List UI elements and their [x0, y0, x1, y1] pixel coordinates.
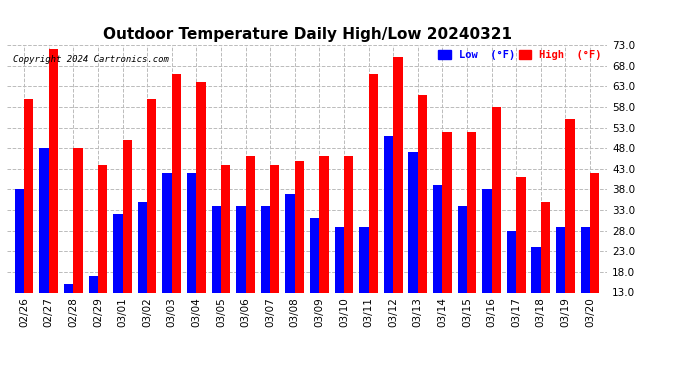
Bar — [580, 226, 590, 292]
Bar — [236, 206, 246, 292]
Bar — [73, 148, 83, 292]
Title: Outdoor Temperature Daily High/Low 20240321: Outdoor Temperature Daily High/Low 20240… — [103, 27, 511, 42]
Bar — [319, 156, 328, 292]
Bar — [482, 189, 491, 292]
Bar — [14, 189, 24, 292]
Bar — [310, 218, 319, 292]
Bar — [457, 206, 467, 292]
Bar — [433, 185, 442, 292]
Bar — [113, 214, 123, 292]
Bar — [197, 82, 206, 292]
Bar — [221, 165, 230, 292]
Bar — [541, 202, 550, 292]
Bar — [172, 74, 181, 292]
Bar — [49, 49, 58, 292]
Bar — [408, 152, 417, 292]
Bar — [467, 132, 476, 292]
Bar — [344, 156, 353, 292]
Bar — [359, 226, 368, 292]
Bar — [531, 247, 541, 292]
Bar — [138, 202, 147, 292]
Bar — [516, 177, 526, 292]
Bar — [442, 132, 452, 292]
Bar — [261, 206, 270, 292]
Bar — [384, 136, 393, 292]
Bar — [507, 231, 516, 292]
Bar — [212, 206, 221, 292]
Bar — [368, 74, 378, 292]
Bar — [24, 99, 34, 292]
Bar — [335, 226, 344, 292]
Text: Copyright 2024 Cartronics.com: Copyright 2024 Cartronics.com — [13, 55, 169, 64]
Bar — [88, 276, 98, 292]
Bar — [98, 165, 107, 292]
Bar — [64, 284, 73, 292]
Bar — [286, 194, 295, 292]
Bar — [393, 57, 402, 292]
Bar — [295, 160, 304, 292]
Bar — [417, 94, 427, 292]
Bar — [270, 165, 279, 292]
Bar — [147, 99, 157, 292]
Bar — [123, 140, 132, 292]
Legend: Low  (°F), High  (°F): Low (°F), High (°F) — [434, 46, 606, 64]
Bar — [162, 173, 172, 292]
Bar — [491, 107, 501, 292]
Bar — [590, 173, 600, 292]
Bar — [565, 119, 575, 292]
Bar — [187, 173, 197, 292]
Bar — [246, 156, 255, 292]
Bar — [39, 148, 49, 292]
Bar — [556, 226, 565, 292]
